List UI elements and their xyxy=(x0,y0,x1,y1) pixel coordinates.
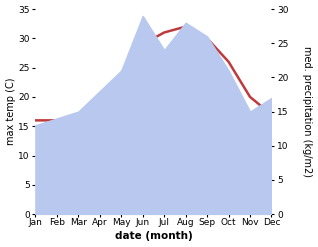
Y-axis label: max temp (C): max temp (C) xyxy=(5,78,16,145)
X-axis label: date (month): date (month) xyxy=(114,231,192,242)
Y-axis label: med. precipitation (kg/m2): med. precipitation (kg/m2) xyxy=(302,46,313,177)
